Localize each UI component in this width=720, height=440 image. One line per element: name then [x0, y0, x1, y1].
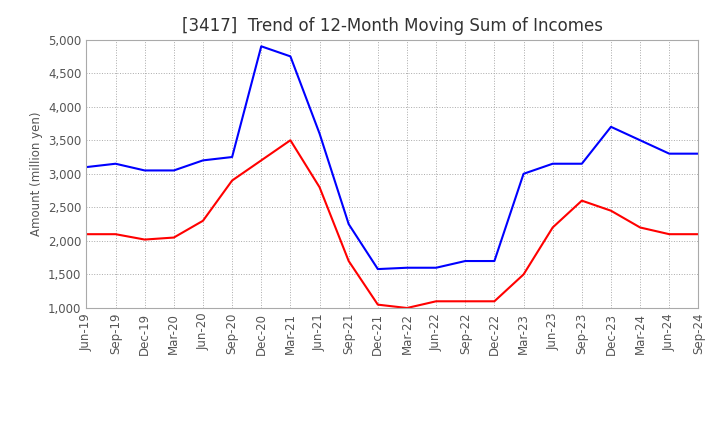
Ordinary Income — [140, 168, 149, 173]
Ordinary Income — [374, 267, 382, 272]
Ordinary Income — [519, 171, 528, 176]
Ordinary Income — [315, 131, 324, 136]
Net Income — [577, 198, 586, 203]
Ordinary Income — [665, 151, 674, 156]
Net Income — [228, 178, 236, 183]
Net Income — [344, 258, 353, 264]
Net Income — [140, 237, 149, 242]
Ordinary Income — [286, 54, 294, 59]
Net Income — [519, 272, 528, 277]
Ordinary Income — [111, 161, 120, 166]
Net Income — [607, 208, 616, 213]
Net Income — [82, 231, 91, 237]
Ordinary Income — [694, 151, 703, 156]
Ordinary Income — [461, 258, 469, 264]
Net Income — [286, 138, 294, 143]
Ordinary Income — [344, 221, 353, 227]
Ordinary Income — [199, 158, 207, 163]
Net Income — [461, 299, 469, 304]
Net Income — [402, 305, 411, 311]
Net Income — [169, 235, 178, 240]
Net Income — [111, 231, 120, 237]
Title: [3417]  Trend of 12-Month Moving Sum of Incomes: [3417] Trend of 12-Month Moving Sum of I… — [182, 17, 603, 35]
Ordinary Income — [82, 165, 91, 170]
Line: Net Income: Net Income — [86, 140, 698, 308]
Ordinary Income — [228, 154, 236, 160]
Ordinary Income — [490, 258, 499, 264]
Net Income — [199, 218, 207, 224]
Ordinary Income — [549, 161, 557, 166]
Line: Ordinary Income: Ordinary Income — [86, 46, 698, 269]
Net Income — [374, 302, 382, 307]
Net Income — [636, 225, 644, 230]
Net Income — [549, 225, 557, 230]
Net Income — [432, 299, 441, 304]
Net Income — [490, 299, 499, 304]
Net Income — [257, 158, 266, 163]
Ordinary Income — [577, 161, 586, 166]
Ordinary Income — [169, 168, 178, 173]
Ordinary Income — [607, 124, 616, 129]
Net Income — [665, 231, 674, 237]
Ordinary Income — [257, 44, 266, 49]
Net Income — [315, 185, 324, 190]
Net Income — [694, 231, 703, 237]
Ordinary Income — [402, 265, 411, 270]
Ordinary Income — [636, 138, 644, 143]
Ordinary Income — [432, 265, 441, 270]
Y-axis label: Amount (million yen): Amount (million yen) — [30, 112, 42, 236]
